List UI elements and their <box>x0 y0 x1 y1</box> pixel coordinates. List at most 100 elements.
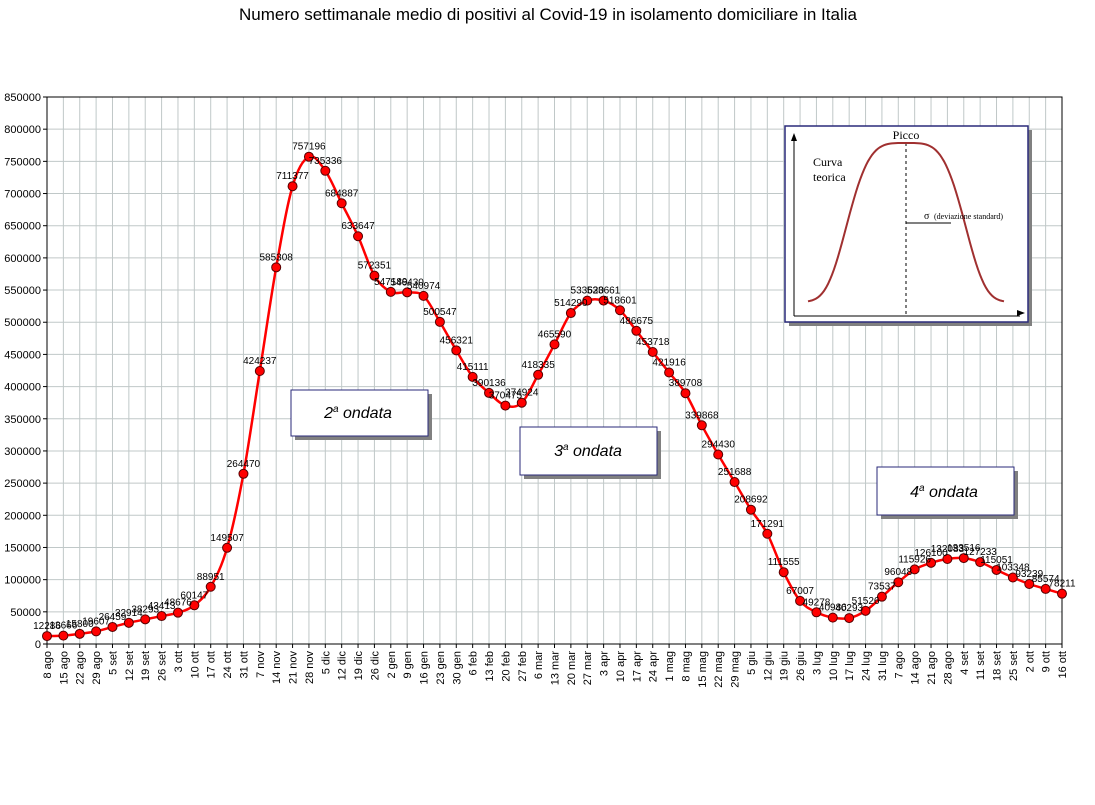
data-label: 40986 <box>819 603 847 614</box>
data-label: 13666 <box>49 621 77 632</box>
annotation-4th-wave-text: ondata <box>925 484 978 501</box>
x-tick-label: 9 ott <box>1041 651 1053 672</box>
data-label: 96048 <box>884 567 912 578</box>
data-point <box>1024 578 1035 589</box>
data-points <box>42 151 1067 642</box>
data-label: 171291 <box>751 519 785 530</box>
data-label: 453718 <box>636 337 670 348</box>
data-point <box>451 345 462 356</box>
x-tick-label: 14 nov <box>271 651 283 685</box>
y-tick-label: 50000 <box>10 607 41 619</box>
x-tick-label: 16 ott <box>1057 651 1069 679</box>
x-tick-label: 21 nov <box>288 651 300 685</box>
annotation-4th-wave-number: 4 <box>910 484 919 501</box>
x-tick-label: 28 nov <box>304 651 316 685</box>
data-point <box>205 581 216 592</box>
x-tick-label: 3 apr <box>599 651 611 676</box>
data-point <box>336 198 347 209</box>
x-tick-label: 23 gen <box>435 651 447 685</box>
data-label: 370475 <box>489 391 523 402</box>
x-tick-label: 12 set <box>124 651 136 681</box>
data-label: 390136 <box>472 378 506 389</box>
y-tick-label: 0 <box>35 639 41 651</box>
data-label: 424237 <box>243 356 277 367</box>
data-label: 12286 <box>33 621 61 632</box>
annotation-3rd-wave-number: 3 <box>554 443 563 460</box>
data-label: 49278 <box>803 597 831 608</box>
series-line <box>46 155 1063 638</box>
x-tick-label: 4 set <box>959 651 971 675</box>
x-tick-label: 29 ago <box>91 651 103 685</box>
data-label: 486675 <box>620 316 654 327</box>
data-label: 518601 <box>603 295 637 306</box>
x-tick-label: 7 nov <box>255 651 267 678</box>
annotation-2nd-wave-text: ondata <box>339 405 392 422</box>
data-point <box>467 371 478 382</box>
data-point <box>91 626 102 637</box>
x-tick-label: 16 gen <box>419 651 431 685</box>
x-tick-label: 17 ott <box>206 651 218 679</box>
x-tick-label: 24 lug <box>861 651 873 681</box>
x-tick-label: 15 mag <box>697 651 709 688</box>
data-label: 585308 <box>260 252 294 263</box>
x-tick-label: 24 apr <box>648 651 660 683</box>
annotation-4th-wave-sup: a <box>919 483 925 494</box>
x-tick-label: 25 set <box>1008 651 1020 681</box>
data-label: 19607 <box>82 616 110 627</box>
inset-y-arrow <box>791 133 797 141</box>
x-tick-label: 19 set <box>140 651 152 681</box>
inset-sigma-label: (deviazione standard) <box>934 212 1003 221</box>
svg-text:2a ondata: 2a ondata <box>323 404 392 422</box>
data-point <box>926 557 937 568</box>
data-labels: 1228613666158001960726459329143829343413… <box>33 142 1076 632</box>
data-point <box>500 400 511 411</box>
data-label: 38293 <box>131 604 159 615</box>
data-point <box>893 577 904 588</box>
data-point <box>516 397 527 408</box>
data-point <box>533 369 544 380</box>
data-point <box>58 630 69 641</box>
data-point <box>860 605 871 616</box>
data-label: 103348 <box>996 562 1030 573</box>
x-tick-label: 27 feb <box>517 651 529 682</box>
data-point <box>582 295 593 306</box>
data-point <box>320 165 331 176</box>
data-point <box>189 600 200 611</box>
data-label: 339868 <box>685 410 719 421</box>
data-point <box>172 607 183 618</box>
plot-frame <box>46 96 1063 645</box>
x-tick-label: 7 ago <box>893 651 905 679</box>
data-point <box>549 339 560 350</box>
annotation-3rd-wave-sup: a <box>563 442 569 453</box>
data-label: 93239 <box>1015 569 1043 580</box>
y-tick-label: 850000 <box>4 92 41 104</box>
data-point <box>418 290 429 301</box>
x-tick-label: 10 apr <box>615 651 627 683</box>
data-point <box>271 262 282 273</box>
x-tick-label: 21 ago <box>926 651 938 685</box>
data-point <box>713 449 724 460</box>
data-label: 208692 <box>734 495 768 506</box>
y-tick-label: 150000 <box>4 542 41 554</box>
y-tick-label: 400000 <box>4 382 41 394</box>
data-label: 78211 <box>1048 579 1076 590</box>
y-tick-label: 550000 <box>4 285 41 297</box>
data-point <box>385 286 396 297</box>
data-label: 684887 <box>325 188 359 199</box>
data-point <box>762 528 773 539</box>
x-tick-label: 29 mag <box>730 651 742 688</box>
data-point <box>303 151 314 162</box>
data-label: 60147 <box>180 590 208 601</box>
data-point <box>42 631 52 642</box>
x-tick-label: 20 mar <box>566 651 578 686</box>
x-tick-label: 28 ago <box>942 651 954 685</box>
annotation-2nd-wave-number: 2 <box>323 405 333 422</box>
data-point <box>958 553 969 564</box>
data-point <box>369 270 380 281</box>
x-tick-label: 5 set <box>107 651 119 675</box>
data-point <box>795 595 806 606</box>
y-axis-ticks: 0 50000 100000 150000 200000 250000 300000 3500… <box>4 92 47 651</box>
data-label: 572351 <box>358 261 392 272</box>
data-point <box>664 367 675 378</box>
